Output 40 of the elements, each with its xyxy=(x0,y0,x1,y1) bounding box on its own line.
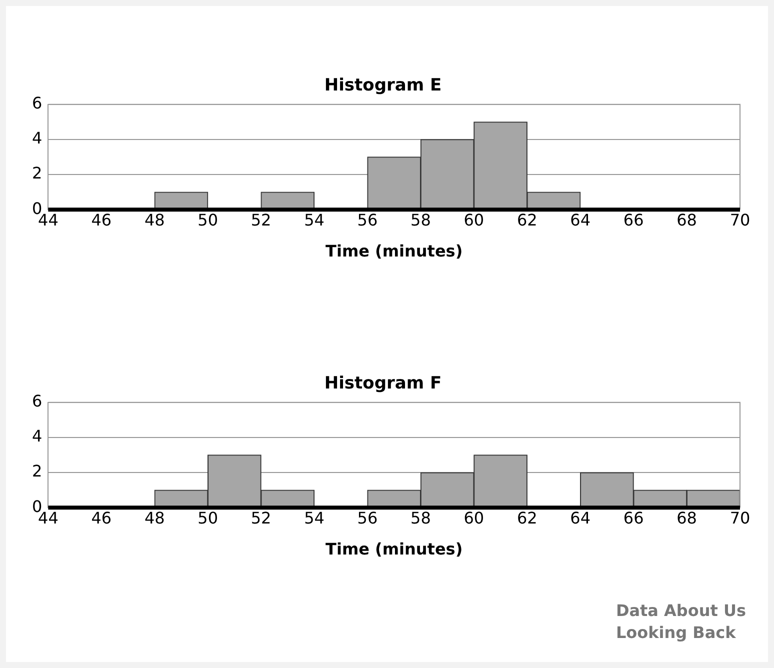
x-axis-title: Time (minutes) xyxy=(326,540,463,559)
x-tick-label: 54 xyxy=(304,210,324,230)
x-tick-label: 50 xyxy=(198,210,218,230)
x-tick-label: 54 xyxy=(304,508,324,528)
chart-title: Histogram E xyxy=(324,76,442,96)
x-tick-label: 68 xyxy=(676,508,697,528)
x-tick-label: 52 xyxy=(250,508,272,528)
chart-title: Histogram F xyxy=(324,374,442,394)
x-tick-label: 64 xyxy=(570,508,591,528)
x-tick-label: 48 xyxy=(144,508,165,528)
y-tick-label: 0 xyxy=(32,496,42,516)
text: Looking Back xyxy=(616,622,737,644)
y-tick-label: 6 xyxy=(32,94,42,113)
x-tick-label: 52 xyxy=(250,210,272,230)
y-tick-label: 6 xyxy=(32,392,42,411)
y-tick-label: 2 xyxy=(32,462,42,481)
x-tick-label: 66 xyxy=(623,508,644,528)
y-tick-label: 4 xyxy=(32,128,42,148)
x-tick-label: 46 xyxy=(91,210,112,230)
x-tick-label: 68 xyxy=(676,210,697,230)
x-tick-label: 46 xyxy=(91,508,112,528)
y-tick-label: 4 xyxy=(32,426,42,446)
x-tick-label: 70 xyxy=(730,210,750,230)
x-tick-label: 56 xyxy=(357,508,378,528)
x-axis-title: Time (minutes) xyxy=(326,242,463,261)
x-tick-label: 60 xyxy=(464,508,484,528)
text: Data About Us xyxy=(616,600,746,622)
x-tick-label: 70 xyxy=(730,508,750,528)
x-tick-label: 60 xyxy=(464,210,484,230)
x-tick-label: 56 xyxy=(357,210,378,230)
x-tick-label: 50 xyxy=(198,508,218,528)
x-tick-label: 62 xyxy=(516,210,538,230)
x-tick-label: 58 xyxy=(410,508,431,528)
y-tick-label: 2 xyxy=(32,164,42,183)
y-tick-label: 0 xyxy=(32,198,42,218)
x-tick-label: 66 xyxy=(623,210,644,230)
x-tick-label: 64 xyxy=(570,210,591,230)
x-tick-label: 48 xyxy=(144,210,165,230)
x-tick-label: 62 xyxy=(516,508,538,528)
x-tick-label: 58 xyxy=(410,210,431,230)
